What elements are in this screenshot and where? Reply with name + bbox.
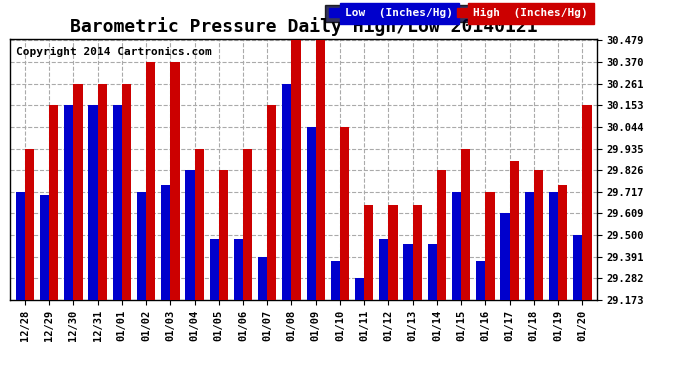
Bar xyxy=(146,62,155,300)
Bar xyxy=(25,148,34,300)
Bar xyxy=(306,127,316,300)
Text: Copyright 2014 Cartronics.com: Copyright 2014 Cartronics.com xyxy=(17,47,212,57)
Bar xyxy=(40,195,49,300)
Bar xyxy=(258,256,267,300)
Bar xyxy=(364,205,373,300)
Bar xyxy=(524,192,534,300)
Bar xyxy=(476,261,485,300)
Bar xyxy=(413,205,422,300)
Bar xyxy=(64,105,73,300)
Bar xyxy=(534,170,543,300)
Bar xyxy=(573,235,582,300)
Bar xyxy=(485,192,495,300)
Bar xyxy=(582,105,591,300)
Bar xyxy=(210,239,219,300)
Bar xyxy=(428,243,437,300)
Bar xyxy=(234,239,243,300)
Bar xyxy=(510,161,519,300)
Bar xyxy=(340,127,349,300)
Bar xyxy=(137,192,146,300)
Bar xyxy=(88,105,97,300)
Bar xyxy=(461,148,471,300)
Bar xyxy=(549,192,558,300)
Bar xyxy=(404,243,413,300)
Bar xyxy=(291,40,301,300)
Bar xyxy=(380,239,388,300)
Bar xyxy=(112,105,122,300)
Bar xyxy=(186,170,195,300)
Bar xyxy=(49,105,59,300)
Bar xyxy=(558,185,567,300)
Bar xyxy=(97,84,107,300)
Bar xyxy=(73,84,83,300)
Bar xyxy=(16,192,25,300)
Bar xyxy=(243,148,253,300)
Legend: Low  (Inches/Hg), High  (Inches/Hg): Low (Inches/Hg), High (Inches/Hg) xyxy=(325,4,591,22)
Bar xyxy=(316,40,325,300)
Bar xyxy=(437,170,446,300)
Bar xyxy=(267,105,277,300)
Bar xyxy=(195,148,204,300)
Title: Barometric Pressure Daily High/Low 20140121: Barometric Pressure Daily High/Low 20140… xyxy=(70,18,538,36)
Bar xyxy=(388,205,397,300)
Bar xyxy=(355,278,364,300)
Bar xyxy=(219,170,228,300)
Bar xyxy=(331,261,340,300)
Bar xyxy=(282,84,291,300)
Bar xyxy=(170,62,179,300)
Bar xyxy=(452,192,461,300)
Bar xyxy=(161,185,170,300)
Bar xyxy=(122,84,131,300)
Bar xyxy=(500,213,510,300)
